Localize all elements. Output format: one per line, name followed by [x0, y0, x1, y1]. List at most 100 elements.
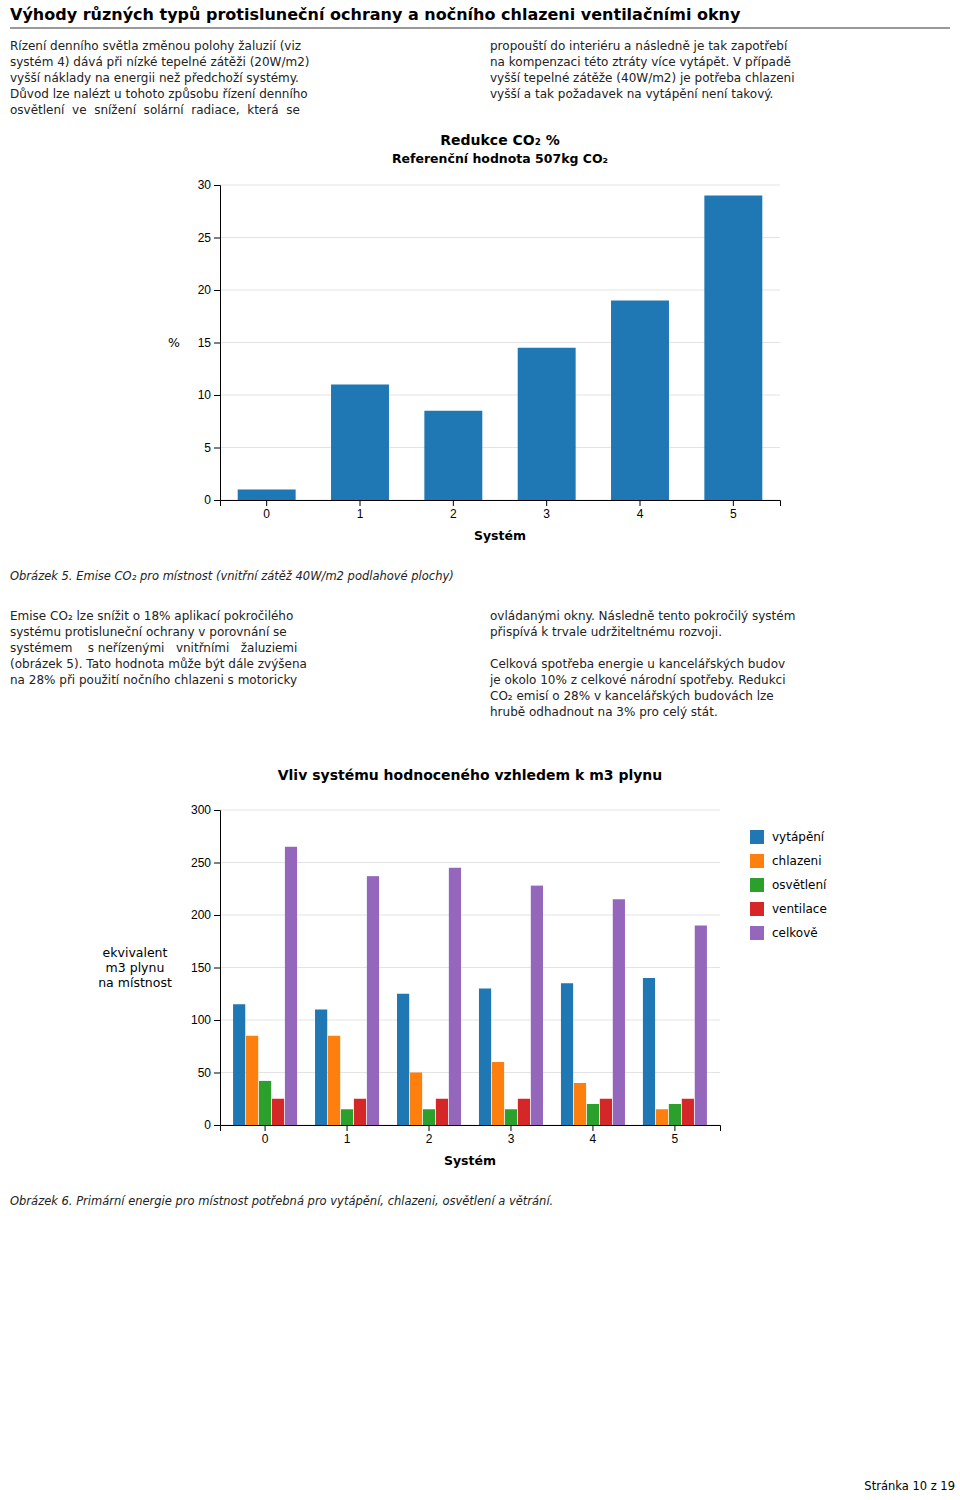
tick-label: 3 [508, 1132, 515, 1146]
tick-mark [214, 500, 220, 501]
page-number: Stránka 10 z 19 [864, 1479, 955, 1493]
bar [424, 411, 482, 500]
x-tick: 0 [263, 500, 270, 521]
paragraph-line: na kompenzaci této ztráty více vytápět. … [490, 55, 791, 69]
x-tick: 3 [508, 1125, 515, 1146]
legend-swatch [750, 902, 764, 916]
x-tick: 4 [637, 500, 644, 521]
tick-label: 2 [450, 507, 457, 521]
bar [682, 1099, 694, 1125]
legend-item: chlazeni [750, 854, 822, 869]
paragraph-line: Emise CO₂ lze snížit o 18% aplikací pokr… [10, 609, 293, 623]
paragraph-line: osvětlení ve snížení solární radiace, kt… [10, 103, 300, 117]
tick-mark [266, 500, 267, 506]
tick-label: 50 [198, 1066, 212, 1080]
axis-domain [214, 811, 221, 1126]
y-axis-label-line: % [168, 334, 180, 349]
paragraph-line: přispívá k trvale udržiteltnému rozvoji. [490, 625, 722, 639]
tick-mark [214, 1020, 220, 1021]
tick-mark [360, 500, 361, 506]
bar [331, 385, 389, 501]
tick-mark [214, 185, 220, 186]
grid-line [220, 810, 720, 811]
y-tick: 150 [191, 961, 220, 975]
grid [220, 810, 720, 1125]
title-rule [10, 28, 950, 29]
bar [341, 1109, 353, 1125]
chart-subtitle: Referenční hodnota 507kg CO₂ [392, 151, 608, 166]
tick-label: 0 [262, 1132, 269, 1146]
tick-mark [429, 1125, 430, 1131]
legend-label: ventilace [772, 902, 827, 916]
legend-item: osvětlení [750, 878, 827, 893]
tick-label: 4 [637, 507, 644, 521]
grid-line [220, 395, 780, 396]
tick-label: 20 [198, 283, 212, 297]
bar [613, 899, 625, 1125]
y-tick: 0 [204, 1118, 220, 1132]
tick-label: 4 [590, 1132, 597, 1146]
tick-mark [674, 1125, 675, 1131]
bar [354, 1099, 366, 1125]
grid [220, 185, 780, 500]
legend-swatch [750, 926, 764, 940]
axis-domain [221, 1126, 721, 1132]
tick-mark [214, 915, 220, 916]
x-tick: 1 [357, 500, 364, 521]
chart-title: Vliv systému hodnoceného vzhledem k m3 p… [278, 767, 663, 783]
bar [587, 1104, 599, 1125]
bar [238, 490, 296, 501]
bar [449, 868, 461, 1125]
bar [611, 301, 669, 501]
y-tick: 300 [191, 803, 220, 817]
y-axis-label-line: m3 plynu [106, 959, 165, 974]
paragraph-line: hrubě odhadnout na 3% pro celý stát. [490, 705, 718, 719]
tick-mark [640, 500, 641, 506]
bar [695, 926, 707, 1126]
tick-mark [214, 810, 220, 811]
bar [259, 1081, 271, 1125]
y-axis-label: % [168, 334, 180, 349]
paragraph-line: vyšší tepelné zátěže (40W/m2) je potřeba… [490, 71, 795, 85]
figure-caption: Obrázek 5. Emise CO₂ pro místnost (vnitř… [10, 569, 454, 583]
bar [436, 1099, 448, 1125]
tick-label: 1 [357, 507, 364, 521]
tick-mark [733, 500, 734, 506]
legend-item: celkově [750, 926, 818, 941]
paragraph-line: CO₂ emisí o 28% v kancelářských budovách… [490, 689, 774, 703]
tick-label: 200 [191, 908, 211, 922]
page: Výhody různých typů protisluneční ochran… [0, 0, 960, 1500]
paragraph-line: systému protisluneční ochrany v porovnán… [10, 625, 287, 639]
x-tick: 0 [262, 1125, 269, 1146]
tick-label: 0 [204, 1118, 211, 1132]
y-tick: 250 [191, 856, 220, 870]
paragraph-line: Celková spotřeba energie u kancelářských… [490, 657, 785, 671]
bar [328, 1036, 340, 1125]
bar [492, 1062, 504, 1125]
bar [531, 886, 543, 1125]
x-tick: 2 [426, 1125, 433, 1146]
tick-mark [214, 863, 220, 864]
tick-mark [214, 968, 220, 969]
y-axis-label-line: na místnost [98, 974, 172, 989]
tick-label: 0 [204, 493, 211, 507]
bar [285, 847, 297, 1125]
grid-line [220, 342, 780, 343]
tick-mark [214, 1073, 220, 1074]
x-axis: 012345 [221, 500, 781, 521]
paragraph-line: systémem s neřízenými vnitřními žaluziem… [10, 641, 297, 655]
tick-label: 0 [263, 507, 270, 521]
paragraph-line: ovládanými okny. Následně tento pokročil… [490, 609, 795, 623]
y-tick: 0 [204, 493, 220, 507]
x-axis-label: Systém [444, 1153, 496, 1168]
bar [367, 876, 379, 1125]
bar [397, 994, 409, 1125]
legend-swatch [750, 854, 764, 868]
bars [238, 196, 763, 501]
bar [704, 196, 762, 501]
paragraph-line: je okolo 10% z celkové národní spotřeby.… [489, 673, 786, 687]
paragraph-line: systém 4) dává při nízké tepelné zátěži … [10, 55, 310, 69]
y-tick: 30 [198, 178, 220, 192]
y-tick: 5 [204, 441, 220, 455]
chart-title: Redukce CO₂ % [440, 132, 559, 148]
